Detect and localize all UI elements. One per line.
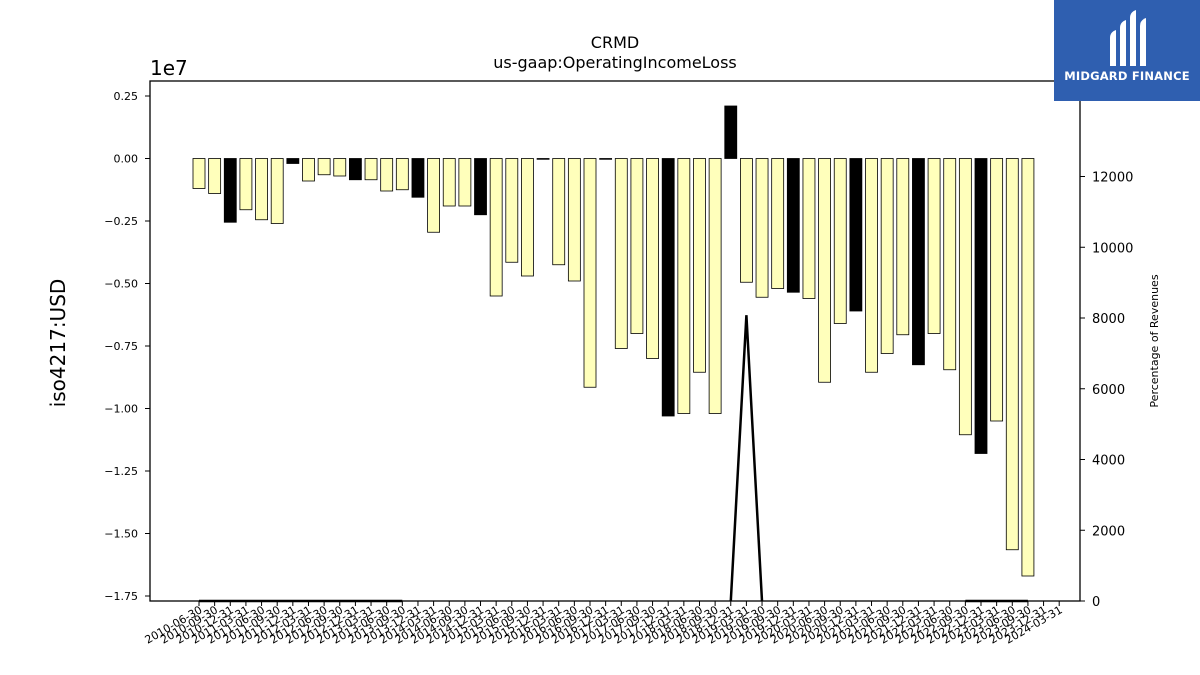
bar-49 (958, 158, 972, 436)
bar-46 (912, 158, 925, 366)
bar-28 (630, 158, 644, 334)
y2-tick-label-2: 4000 (1092, 454, 1125, 469)
y-tick-label-3: −0.50 (104, 278, 138, 291)
y-tick-label-6: −1.25 (104, 465, 138, 478)
bars-layer (192, 105, 1035, 577)
bar-9 (333, 158, 347, 177)
bar-35 (740, 158, 753, 283)
y-tick-label-8: −1.75 (104, 590, 138, 603)
bar-44 (880, 158, 894, 354)
y-offset-label: 1e7 (150, 56, 188, 80)
bar-1 (208, 158, 222, 194)
y-tick-label-5: −1.00 (104, 403, 138, 416)
bar-10 (348, 158, 362, 181)
plot-frame (149, 80, 1081, 602)
bar-50 (974, 158, 988, 454)
bar-7 (302, 158, 315, 182)
y-tick-label-7: −1.50 (104, 528, 138, 541)
bar-12 (380, 158, 394, 192)
bar-32 (693, 158, 706, 373)
y2-tick-label-0: 0 (1092, 595, 1100, 610)
bar-16 (442, 158, 456, 207)
bar-4 (255, 158, 268, 221)
bar-53 (1021, 158, 1035, 577)
y2-tick-label-1: 2000 (1092, 524, 1125, 539)
bar-31 (677, 158, 691, 414)
bar-39 (802, 158, 816, 299)
bar-20 (505, 158, 519, 263)
bar-37 (771, 158, 785, 289)
bar-5 (270, 158, 284, 224)
midgard-logo-icon (1110, 10, 1146, 66)
bar-45 (896, 158, 910, 336)
bar-6 (286, 158, 300, 164)
y2-tick-label-6: 12000 (1092, 171, 1133, 186)
bar-15 (427, 158, 441, 233)
midgard-finance-logo: MIDGARD FINANCE (1054, 0, 1200, 101)
bar-48 (943, 158, 957, 371)
y2-axis-label: Percentage of Revenues (1148, 274, 1161, 407)
line-layer (199, 315, 1028, 603)
bar-19 (489, 158, 503, 297)
y-axis-label: iso4217:USD (46, 279, 70, 408)
bar-29 (646, 158, 659, 359)
bar-11 (364, 158, 378, 181)
y-tick-label-0: 0.25 (114, 90, 139, 103)
y-tick-label-2: −0.25 (104, 215, 138, 228)
bar-2 (223, 158, 237, 223)
y2-tick-label-5: 10000 (1092, 241, 1133, 256)
bar-3 (239, 158, 253, 211)
bar-23 (552, 158, 566, 266)
bar-18 (474, 158, 487, 216)
y2-tick-label-3: 6000 (1092, 383, 1125, 398)
bar-8 (317, 158, 331, 176)
bar-0 (192, 158, 206, 189)
bar-27 (614, 158, 628, 349)
bar-22 (536, 158, 550, 160)
bar-43 (865, 158, 878, 373)
axes-layer: 0.25 0.00 −0.25 −0.50 −0.75 −1.00 −1.25 −1.50 −1… (104, 80, 1133, 647)
bar-33 (708, 158, 722, 414)
bar-21 (521, 158, 534, 277)
chart-title: CRMD (591, 33, 639, 52)
logo-text: MIDGARD FINANCE (1064, 69, 1190, 83)
bar-34 (724, 105, 738, 159)
y-tick-label-1: 0.00 (114, 153, 139, 166)
ratio-line-segment-1 (729, 315, 764, 602)
bar-14 (411, 158, 425, 198)
bar-38 (786, 158, 800, 293)
bar-17 (458, 158, 472, 207)
bar-36 (755, 158, 769, 298)
bar-42 (849, 158, 863, 312)
bar-41 (833, 158, 847, 324)
chart-subtitle: us-gaap:OperatingIncomeLoss (493, 53, 737, 72)
bar-26 (599, 158, 613, 160)
y2-tick-label-4: 8000 (1092, 312, 1125, 327)
bar-13 (395, 158, 409, 191)
bar-52 (1005, 158, 1019, 551)
y-tick-label-4: −0.75 (104, 340, 138, 353)
bar-30 (661, 158, 675, 417)
bar-24 (567, 158, 581, 282)
bar-40 (818, 158, 831, 383)
bar-47 (927, 158, 941, 334)
bar-51 (990, 158, 1004, 422)
bar-25 (583, 158, 597, 388)
